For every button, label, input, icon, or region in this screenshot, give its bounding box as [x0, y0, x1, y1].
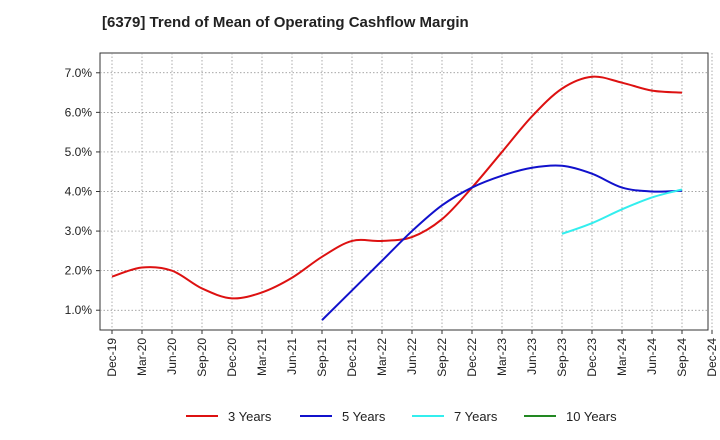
legend-swatch [524, 415, 556, 417]
series-line-5-years [321, 164, 683, 321]
y-tick-label: 4.0% [65, 185, 93, 199]
x-tick-label: Mar-24 [615, 338, 629, 376]
x-tick-label: Mar-23 [495, 338, 509, 376]
x-tick-label: Jun-21 [285, 338, 299, 375]
legend-item-10-years: 10 Years [524, 404, 617, 428]
x-tick-label: Mar-20 [135, 338, 149, 376]
legend-item-7-years: 7 Years [412, 404, 497, 428]
x-tick-label: Dec-23 [585, 338, 599, 377]
x-tick-label: Mar-22 [375, 338, 389, 376]
x-tick-label: Sep-22 [435, 338, 449, 377]
y-tick-label: 6.0% [65, 105, 93, 119]
x-tick-label: Dec-20 [225, 338, 239, 377]
chart-title: [6379] Trend of Mean of Operating Cashfl… [102, 14, 469, 31]
legend-label: 5 Years [342, 408, 386, 424]
x-tick-label: Sep-24 [675, 338, 689, 377]
y-tick-label: 1.0% [65, 303, 93, 317]
x-tick-label: Jun-22 [405, 338, 419, 375]
x-tick-label: Sep-21 [315, 338, 329, 377]
x-tick-label: Sep-23 [555, 338, 569, 377]
x-tick-label: Jun-20 [165, 338, 179, 375]
x-tick-label: Dec-24 [705, 338, 719, 377]
legend-swatch [412, 415, 444, 417]
x-tick-label: Sep-20 [195, 338, 209, 377]
x-tick-label: Jun-23 [525, 338, 539, 375]
x-tick-label: Jun-24 [645, 338, 659, 375]
x-tick-label: Dec-21 [345, 338, 359, 377]
legend-item-3-years: 3 Years [186, 404, 271, 428]
legend-swatch [186, 415, 218, 417]
chart-legend: 3 Years 5 Years 7 Years 10 Years [0, 404, 720, 428]
legend-label: 3 Years [228, 408, 272, 424]
series-line-3-years [111, 75, 683, 300]
y-tick-label: 3.0% [65, 224, 93, 238]
legend-item-5-years: 5 Years [300, 404, 385, 428]
legend-swatch [300, 415, 332, 417]
y-tick-label: 2.0% [65, 264, 93, 278]
x-tick-label: Dec-22 [465, 338, 479, 377]
y-tick-label: 5.0% [65, 145, 93, 159]
series-line-7-years [561, 188, 683, 235]
y-tick-label: 7.0% [65, 66, 93, 80]
x-tick-label: Dec-19 [105, 338, 119, 377]
legend-label: 10 Years [566, 408, 617, 424]
plot-area [99, 52, 709, 331]
x-tick-label: Mar-21 [255, 338, 269, 376]
legend-label: 7 Years [454, 408, 498, 424]
